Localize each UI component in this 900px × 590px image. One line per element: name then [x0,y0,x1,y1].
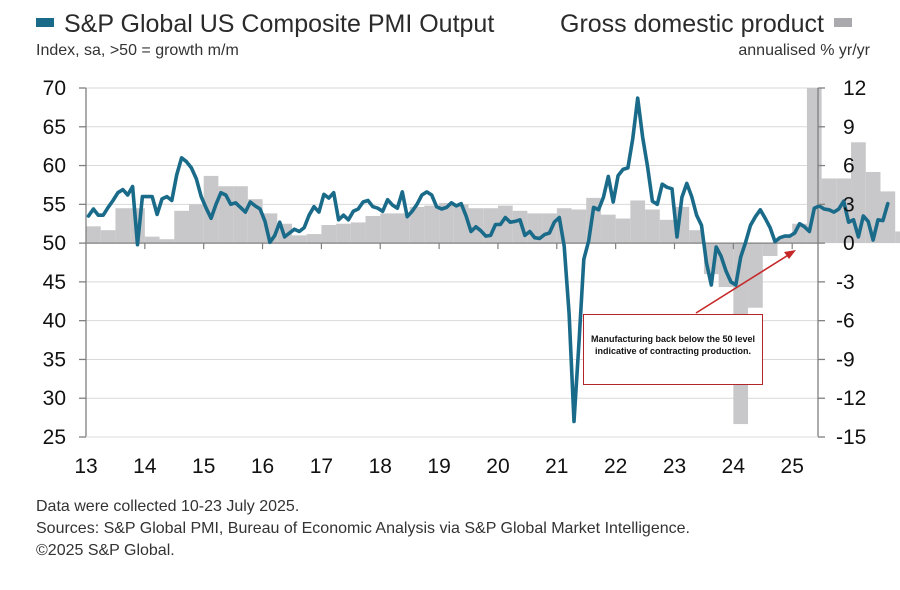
gdp-bars [86,88,900,425]
gdp-bar [689,230,704,244]
gdp-bar [880,191,896,244]
legend-pmi: S&P Global US Composite PMI Output [36,10,494,39]
axes [85,88,819,438]
x-axis-ticks: 13 14 15 16 17 18 19 20 21 22 23 24 25 [74,243,804,478]
left-tick-label: 40 [43,310,66,333]
x-tick-label: 21 [545,455,568,478]
gdp-bar [321,225,337,244]
gdp-bar [115,208,131,244]
x-tick-label: 13 [74,455,97,478]
left-tick-label: 60 [43,155,66,178]
gdp-bar [439,203,454,244]
left-tick-label: 50 [43,232,66,255]
x-tick-label: 24 [722,455,746,478]
right-tick-label: -3 [836,271,855,294]
left-axis-subtitle: Index, sa, >50 = growth m/m [36,42,239,59]
x-tick-label: 22 [604,455,627,478]
x-tick-label: 20 [486,455,509,478]
gdp-bar [762,243,778,257]
gdp-bar [159,239,175,244]
left-tick-label: 35 [43,348,66,371]
annotation-box: Manufacturing back below the 50 level in… [583,314,763,385]
gdp-bar [350,222,366,244]
right-tick-label: -9 [836,348,855,371]
gdp-bar [615,218,631,244]
gdp-bar [100,230,116,244]
pmi-line [86,96,890,424]
x-tick-label: 18 [369,455,392,478]
gdp-bar [380,213,395,244]
right-tick-label: -15 [836,426,866,449]
gdp-bar [659,219,675,244]
legend-gdp-label: Gross domestic product [560,10,824,38]
gdp-bar [777,236,793,244]
gdp-bar [645,209,660,244]
footer-sources: Sources: S&P Global PMI, Bureau of Econo… [36,520,690,537]
gdp-bar [542,213,557,244]
gdp-bar [895,231,900,244]
pmi-swatch [36,17,54,27]
x-tick-label: 14 [133,455,157,478]
x-tick-label: 17 [310,455,333,478]
right-tick-label: 3 [843,193,855,216]
gdp-bar [188,204,204,244]
gdp-bar [86,226,101,244]
gdp-bar [424,205,440,244]
left-axis-ticks: 70 65 60 55 50 45 40 35 30 25 [43,77,86,449]
right-axis-ticks: 12 9 6 3 0 -3 -6 -9 -12 -15 [818,77,866,449]
right-tick-label: -6 [836,310,855,333]
gdp-bar [291,235,307,244]
right-axis-subtitle: annualised % yr/yr [738,42,870,59]
right-tick-label: -12 [836,387,866,410]
x-tick-label: 16 [251,455,274,478]
left-tick-label: 70 [43,77,66,100]
legend-gdp: Gross domestic product [560,10,852,39]
gdp-bar [365,215,381,244]
gdp-bar [144,236,160,244]
right-tick-label: 0 [843,232,855,255]
gdp-bar [836,178,852,244]
gdp-bar [233,186,248,244]
left-tick-label: 55 [43,193,66,216]
footer: Data were collected 10-23 July 2025. Sou… [36,496,690,562]
gdp-bar [453,204,469,244]
footer-collection-note: Data were collected 10-23 July 2025. [36,498,300,515]
gdp-bar [336,223,351,244]
footer-copyright: ©2025 S&P Global. [36,542,175,559]
x-tick-label: 25 [781,455,804,478]
x-tick-label: 19 [427,455,450,478]
gdp-bar [571,209,587,244]
gdp-bar [203,175,219,244]
gdp-bar [630,200,646,244]
gdp-bar [497,205,513,244]
gdp-swatch [834,17,852,27]
left-tick-label: 30 [43,387,66,410]
right-tick-label: 6 [843,155,855,178]
gdp-bar [600,214,616,244]
x-tick-label: 15 [192,455,215,478]
annotation-arrow [695,253,791,314]
left-tick-label: 45 [43,271,66,294]
legend-pmi-label: S&P Global US Composite PMI Output [64,10,495,38]
gdp-bar [409,206,425,244]
x-tick-label: 23 [663,455,686,478]
annotation-arrowhead [784,250,796,259]
gdp-bar [174,210,189,244]
gdp-bar [394,213,410,244]
right-tick-label: 12 [843,77,866,100]
left-tick-label: 25 [43,426,66,449]
left-tick-label: 65 [43,116,66,139]
gdp-bar [306,234,322,244]
right-tick-label: 9 [843,116,855,139]
gdp-bar [512,210,528,244]
